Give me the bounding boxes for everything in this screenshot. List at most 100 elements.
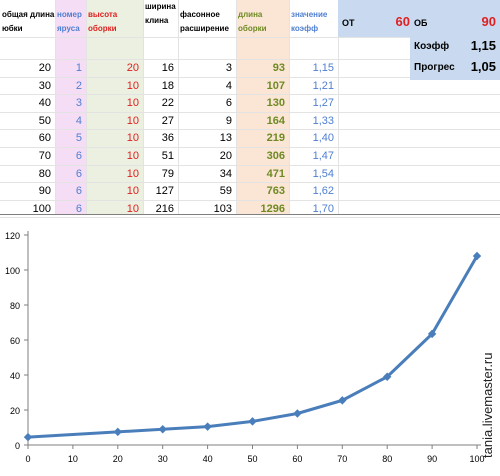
table-cell: 6 (75, 167, 82, 180)
column-header: длина оборки (238, 10, 267, 33)
x-tick-label: 40 (203, 454, 213, 464)
table-cell: 1,54 (312, 167, 334, 180)
table-cell: 9 (225, 114, 232, 127)
table-cell: 40 (38, 97, 51, 110)
column-header: значение коэфф (291, 10, 328, 33)
y-tick-label: 40 (10, 371, 20, 381)
table-cell: 1,40 (312, 132, 334, 145)
progress-label: Прогрес (414, 62, 455, 73)
column-gridline (55, 0, 56, 214)
data-point-marker (472, 251, 482, 261)
table-cell: 1,47 (312, 150, 334, 162)
column-gridline (236, 0, 237, 214)
x-tick-label: 50 (247, 454, 257, 464)
table-cell: 30 (38, 79, 51, 92)
table-cell: 6 (75, 185, 82, 198)
data-point-marker (158, 425, 167, 434)
table-cell: 216 (155, 202, 174, 215)
column-header: фасонное расширение (180, 10, 229, 33)
data-point-marker (23, 432, 33, 442)
table-cell: 1,15 (312, 62, 334, 74)
table-cell: 3 (225, 62, 232, 74)
column-gridline (338, 0, 339, 214)
column-header: номер яруса (57, 10, 82, 33)
table-cell: 1296 (260, 202, 285, 215)
row-gridline (0, 182, 500, 183)
data-point-marker (338, 396, 347, 405)
table-cell: 2 (75, 79, 82, 92)
table-cell: 306 (266, 150, 285, 162)
table-cell: 22 (161, 97, 174, 110)
table-cell: 6 (75, 150, 82, 162)
row-gridline (0, 77, 500, 78)
table-cell: 219 (266, 132, 285, 145)
y-tick-label: 100 (5, 266, 20, 276)
parameter-panel-lower (410, 37, 500, 80)
table-cell: 27 (161, 114, 174, 127)
y-tick-label: 80 (10, 301, 20, 311)
table-cell: 10 (126, 150, 139, 162)
table-cell: 1,27 (312, 97, 334, 110)
column-header: высота оборки (88, 10, 118, 33)
line-chart: 0 20 40 60 80 100 120 0 10 20 30 40 50 60 70 80 90 100 (5, 231, 485, 464)
table-cell: 59 (219, 185, 232, 198)
table-cell: 10 (126, 202, 139, 215)
y-tick-label: 120 (5, 231, 20, 241)
x-tick-label: 90 (427, 454, 437, 464)
y-tick-label: 20 (10, 406, 20, 416)
table-cell: 107 (266, 79, 285, 92)
table-cell: 127 (155, 185, 174, 198)
row-gridline (0, 112, 500, 113)
table-cell: 471 (266, 167, 285, 180)
column-header: общая длина юбки (2, 10, 55, 33)
table-cell: 6 (225, 97, 232, 110)
column-gridline (143, 0, 144, 214)
column-gridline (178, 0, 179, 214)
column-gridline (86, 0, 87, 214)
parameter-panel (338, 0, 500, 37)
table-cell: 4 (75, 114, 82, 127)
table-cell: 70 (38, 150, 51, 162)
table-cell: 3 (75, 97, 82, 110)
table-cell: 10 (126, 167, 139, 180)
x-tick-label: 10 (68, 454, 78, 464)
watermark-text: tania.livemaster.ru (480, 352, 495, 459)
ob-label: ОБ (414, 18, 428, 28)
table-cell: 51 (161, 150, 174, 162)
row-gridline (0, 165, 500, 166)
column-bg-ruffle-height (86, 0, 143, 214)
table-cell: 1,70 (312, 202, 334, 215)
ot-value: 60 (395, 14, 410, 29)
table-cell: 1 (75, 62, 82, 74)
x-tick-label: 70 (337, 454, 347, 464)
table-cell: 34 (219, 167, 232, 180)
data-point-marker (293, 409, 302, 418)
y-tick-label: 0 (15, 441, 20, 451)
table-cell: 1,33 (312, 114, 334, 127)
x-tick-label: 80 (382, 454, 392, 464)
table-cell: 10 (126, 97, 139, 110)
y-tick-label: 60 (10, 336, 20, 346)
row-gridline (0, 94, 500, 95)
x-tick-label: 60 (292, 454, 302, 464)
table-cell: 763 (266, 185, 285, 198)
table-cell: 164 (266, 114, 285, 127)
table-cell: 20 (219, 150, 232, 162)
data-point-marker (113, 427, 122, 437)
row-gridline (0, 147, 500, 148)
x-tick-label: 30 (158, 454, 168, 464)
data-point-marker (203, 422, 212, 431)
ot-label: ОТ (342, 18, 355, 28)
x-tick-label: 100 (469, 454, 484, 464)
data-point-marker (427, 329, 437, 339)
row-gridline (0, 129, 500, 130)
table-cell: 80 (38, 167, 51, 180)
row-gridline (0, 200, 500, 201)
table-cell: 100 (32, 202, 51, 215)
table-cell: 50 (38, 114, 51, 127)
column-bg-ruffle-length (236, 0, 289, 214)
koeff-value: 1,15 (470, 38, 496, 53)
spreadsheet: ОТ 60 ОБ 90 Коэфф 1,15 Прогрес 1,05 обща… (0, 0, 500, 218)
x-tick-label: 0 (25, 454, 30, 464)
table-cell: 103 (213, 202, 232, 215)
